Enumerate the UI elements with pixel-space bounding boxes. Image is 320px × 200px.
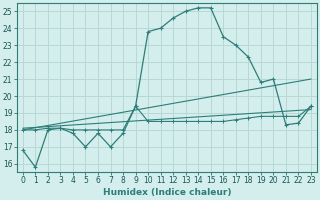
X-axis label: Humidex (Indice chaleur): Humidex (Indice chaleur)	[103, 188, 231, 197]
